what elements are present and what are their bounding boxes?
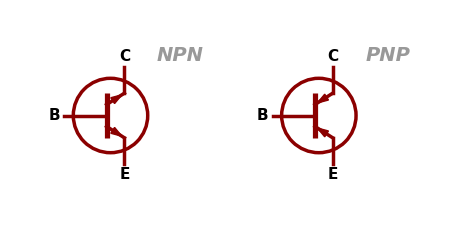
Polygon shape — [111, 95, 122, 103]
Polygon shape — [318, 128, 328, 137]
Polygon shape — [318, 94, 328, 103]
Text: E: E — [119, 167, 129, 182]
Polygon shape — [111, 128, 122, 136]
Text: E: E — [328, 167, 338, 182]
Text: B: B — [257, 108, 269, 123]
Text: NPN: NPN — [156, 46, 203, 65]
Text: PNP: PNP — [366, 46, 411, 65]
Text: C: C — [119, 49, 130, 64]
Text: B: B — [49, 108, 60, 123]
Text: C: C — [327, 49, 338, 64]
